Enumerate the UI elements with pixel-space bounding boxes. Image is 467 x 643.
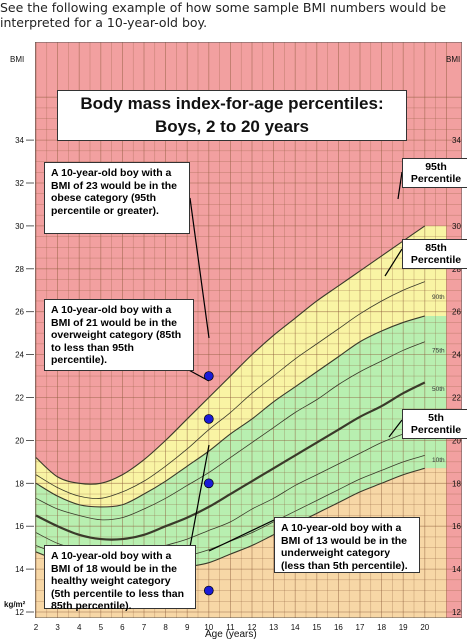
x-tick-label: 18 (377, 623, 386, 632)
callout-leader-line (189, 197, 210, 339)
callout-healthy: A 10-year-old boy with a BMI of 18 would… (44, 545, 196, 612)
curve-75th (35, 341, 425, 521)
x-tick-label: 9 (185, 623, 190, 632)
sample-point-0 (203, 371, 214, 381)
y-axis-label-left: BMI (10, 55, 24, 64)
inline-label-75th: 75th (432, 347, 445, 354)
intro-text: See the following example of how some sa… (0, 0, 447, 30)
y-tick-label: 28 (15, 265, 24, 274)
curve-85th (35, 315, 425, 508)
percentile-label-85th: 85th Percentile (402, 239, 467, 269)
y-tick-label-right: 22 (452, 394, 461, 403)
x-tick-label: 11 (226, 623, 235, 632)
y-tick-label-right: 16 (452, 522, 461, 531)
callout-leader-line (208, 519, 275, 552)
y-tick-label: 14 (15, 565, 24, 574)
y-tick-label: 32 (15, 179, 24, 188)
x-tick-label: 13 (269, 623, 278, 632)
zone-healthy (35, 315, 447, 574)
callout-underweight: A 10-year-old boy with a BMI of 13 would… (274, 517, 420, 573)
y-tick-label-right: 24 (452, 351, 461, 360)
y-tick-label: 24 (15, 351, 24, 360)
x-tick-label: 15 (312, 623, 321, 632)
sample-point-1 (203, 414, 214, 424)
y-tick-label-right: 14 (452, 565, 461, 574)
x-tick-label: 8 (163, 623, 168, 632)
percentile-label-95th: 95th Percentile (402, 158, 467, 188)
x-tick-label: 5 (99, 623, 104, 632)
callout-overweight: A 10-year-old boy with a BMI of 21 would… (44, 299, 194, 371)
y-axis-label-right: BMI (446, 55, 460, 64)
y-tick-label: 12 (15, 608, 24, 617)
y-tick-label: 18 (15, 479, 24, 488)
y-tick-label-right: 20 (452, 436, 461, 445)
y-tick-label: 26 (15, 308, 24, 317)
inline-label-50th: 50th (432, 386, 445, 393)
callout-leader-line (388, 419, 403, 438)
x-tick-label: 19 (399, 623, 408, 632)
x-tick-label: 2 (34, 623, 39, 632)
unit-label: kg/m² (4, 600, 26, 609)
y-tick-label-right: 12 (452, 608, 461, 617)
callout-leader-line (397, 171, 403, 200)
inline-label-10th: 10th (432, 457, 445, 464)
x-tick-label: 16 (334, 623, 343, 632)
chart-title-line2: Boys, 2 to 20 years (154, 117, 310, 136)
x-axis-label: Age (years) (205, 629, 257, 640)
x-tick-label: 7 (142, 623, 147, 632)
x-tick-label: 12 (248, 623, 257, 632)
curve-95th (35, 225, 426, 485)
y-tick-label-right: 34 (452, 136, 461, 145)
x-tick-label: 3 (55, 623, 60, 632)
callout-leader-line (384, 248, 403, 277)
y-tick-label: 20 (15, 436, 24, 445)
chart-title: Body mass index-for-age percentiles: Boy… (57, 90, 407, 141)
y-tick-label: 22 (15, 394, 24, 403)
curve-50th (35, 381, 426, 541)
y-tick-label-right: 30 (452, 222, 461, 231)
percentile-label-5th: 5th Percentile (402, 409, 467, 439)
y-tick-label-right: 28 (452, 265, 461, 274)
y-tick-label-right: 26 (452, 308, 461, 317)
y-tick-label: 16 (15, 522, 24, 531)
inline-label-90th: 90th (432, 294, 445, 301)
curve-90th (35, 281, 425, 499)
y-tick-label: 34 (15, 136, 24, 145)
callout-leader-line (189, 444, 210, 548)
x-tick-label: 10 (204, 623, 213, 632)
callout-obese: A 10-year-old boy with a BMI of 23 would… (44, 162, 190, 234)
y-tick-label: 30 (15, 222, 24, 231)
x-tick-label: 17 (356, 623, 365, 632)
x-tick-label: 20 (420, 623, 429, 632)
x-tick-label: 4 (77, 623, 82, 632)
chart-title-line1: Body mass index-for-age percentiles: (80, 94, 384, 113)
sample-point-2 (203, 478, 214, 489)
sample-point-3 (203, 585, 214, 596)
x-tick-label: 6 (120, 623, 125, 632)
y-tick-label-right: 18 (452, 479, 461, 488)
x-tick-label: 14 (291, 623, 300, 632)
